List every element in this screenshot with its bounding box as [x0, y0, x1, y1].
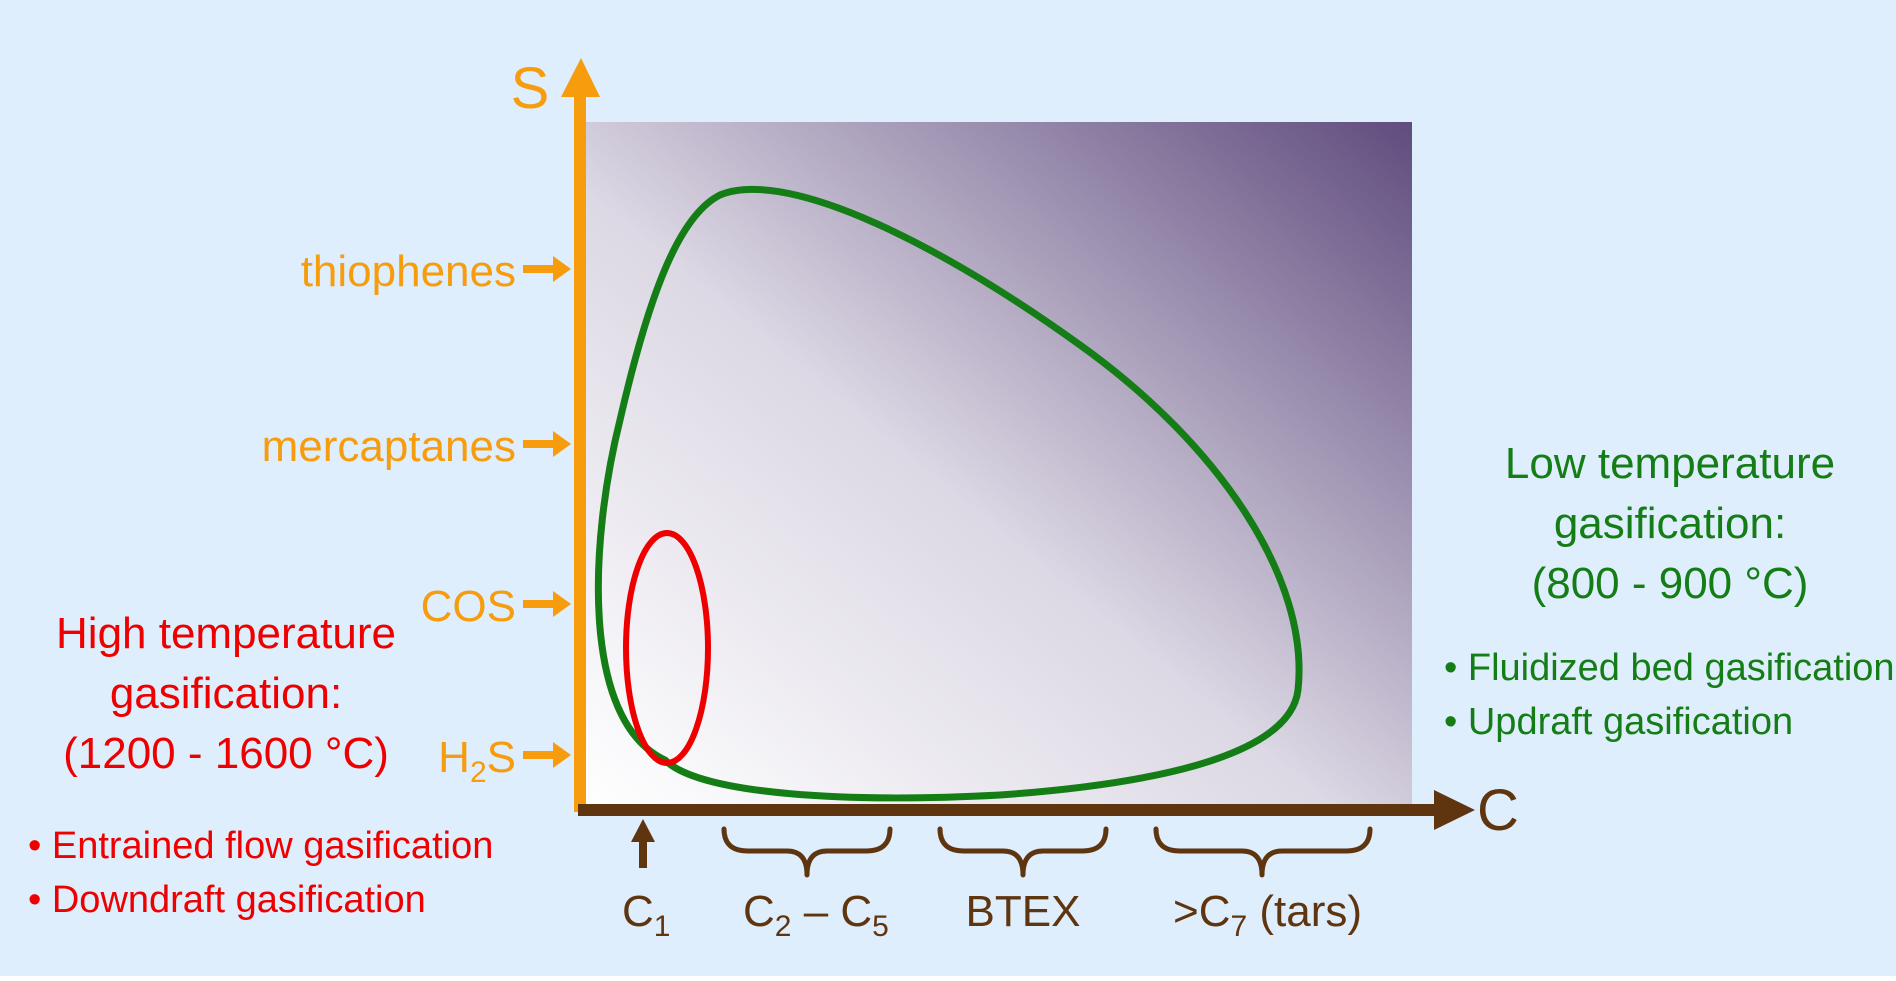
cos-arrow-shaft [523, 600, 555, 608]
s-axis-label: S [511, 56, 550, 121]
c1-arrow-shaft [639, 840, 647, 868]
high-temperature-region [623, 530, 711, 766]
high-temp-bullet-1: • Entrained flow gasification [28, 825, 493, 867]
low-temperature-annotation: Low temperature gasification: (800 - 900… [1444, 439, 1895, 743]
brace-tars [1153, 826, 1373, 878]
low-temperature-region [594, 185, 1303, 802]
h2s-arrow-shaft [523, 751, 555, 759]
high-temp-title-line1: High temperature [56, 609, 396, 658]
h2s-arrowhead [553, 742, 571, 768]
brace-c2-c5 [721, 826, 893, 878]
label-tars: >C7 (tars) [1173, 887, 1362, 943]
c-group-labels: C1 C2 – C5 BTEX >C7 (tars) [622, 887, 1362, 943]
tick-h2s: H2S [438, 733, 516, 789]
tick-thiophenes: thiophenes [301, 247, 516, 296]
s-tick-labels: thiophenes mercaptanes COS H2S [262, 247, 516, 789]
c-axis-label: C [1477, 778, 1519, 843]
low-temp-bullet-1: • Fluidized bed gasification [1444, 647, 1895, 689]
high-temp-range: (1200 - 1600 °C) [63, 729, 389, 778]
mercaptanes-arrow-shaft [523, 440, 555, 448]
c-axis-line [578, 804, 1438, 816]
high-temp-title-line2: gasification: [110, 669, 342, 718]
low-temp-bullet-2: • Updraft gasification [1444, 701, 1793, 743]
c1-arrowhead [631, 819, 655, 842]
s-tick-arrows [523, 256, 571, 768]
label-c2-c5: C2 – C5 [743, 887, 889, 943]
c-axis-arrowhead [1434, 790, 1475, 830]
high-temp-bullet-2: • Downdraft gasification [28, 879, 426, 921]
s-axis-arrowhead [561, 58, 600, 97]
cos-arrowhead [553, 591, 571, 617]
low-temp-title-line1: Low temperature [1505, 439, 1835, 488]
s-axis-line [574, 95, 586, 812]
tick-mercaptanes: mercaptanes [262, 422, 516, 471]
tick-cos: COS [421, 582, 516, 631]
label-btex: BTEX [966, 887, 1081, 936]
thiophenes-arrow-shaft [523, 265, 555, 273]
label-c1: C1 [622, 887, 670, 943]
mercaptanes-arrowhead [553, 431, 571, 457]
thiophenes-arrowhead [553, 256, 571, 282]
low-temp-range: (800 - 900 °C) [1532, 559, 1809, 608]
c1-arrow [631, 819, 655, 868]
low-temp-title-line2: gasification: [1554, 499, 1786, 548]
high-temperature-annotation: High temperature gasification: (1200 - 1… [28, 609, 493, 921]
c-group-braces [721, 826, 1373, 878]
plot-area [583, 122, 1412, 805]
brace-btex [937, 826, 1109, 878]
